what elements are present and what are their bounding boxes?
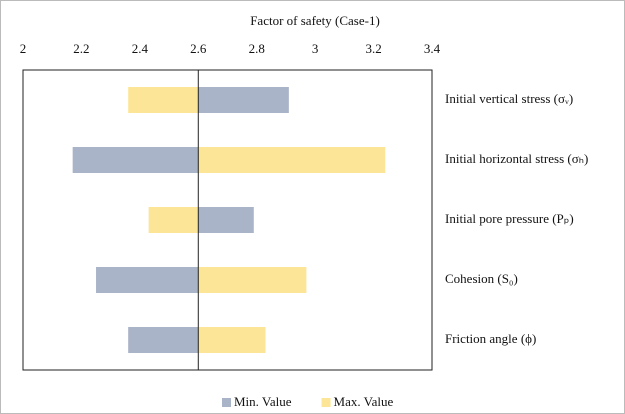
x-tick-label: 2.2 <box>73 41 89 56</box>
chart-title: Factor of safety (Case-1) <box>250 13 380 28</box>
plot-area <box>22 69 433 371</box>
x-tick-label: 3.2 <box>365 41 381 56</box>
bar <box>198 267 307 293</box>
category-label: Initial horizontal stress (σₕ) <box>445 151 588 166</box>
x-tick-label: 2.8 <box>249 41 265 56</box>
bar <box>198 207 254 233</box>
legend-swatch <box>321 398 331 407</box>
bar <box>128 87 199 113</box>
x-tick-label: 3 <box>312 41 319 56</box>
bar <box>148 207 199 233</box>
category-label: Cohesion (S₀) <box>445 271 518 286</box>
bar <box>198 147 386 173</box>
x-tick-label: 2 <box>20 41 27 56</box>
bar <box>96 267 199 293</box>
legend-label: Max. Value <box>334 394 394 409</box>
category-label: Initial vertical stress (σᵥ) <box>445 91 573 106</box>
bar <box>198 327 266 353</box>
category-label: Initial pore pressure (Pₚ) <box>445 211 574 226</box>
x-tick-label: 2.4 <box>132 41 149 56</box>
legend-label: Min. Value <box>234 394 292 409</box>
bar <box>198 87 289 113</box>
legend-swatch <box>222 398 231 407</box>
bar <box>72 147 199 173</box>
category-label: Friction angle (ϕ) <box>445 331 536 346</box>
x-tick-label: 2.6 <box>190 41 207 56</box>
bar <box>128 327 199 353</box>
x-tick-label: 3.4 <box>424 41 441 56</box>
